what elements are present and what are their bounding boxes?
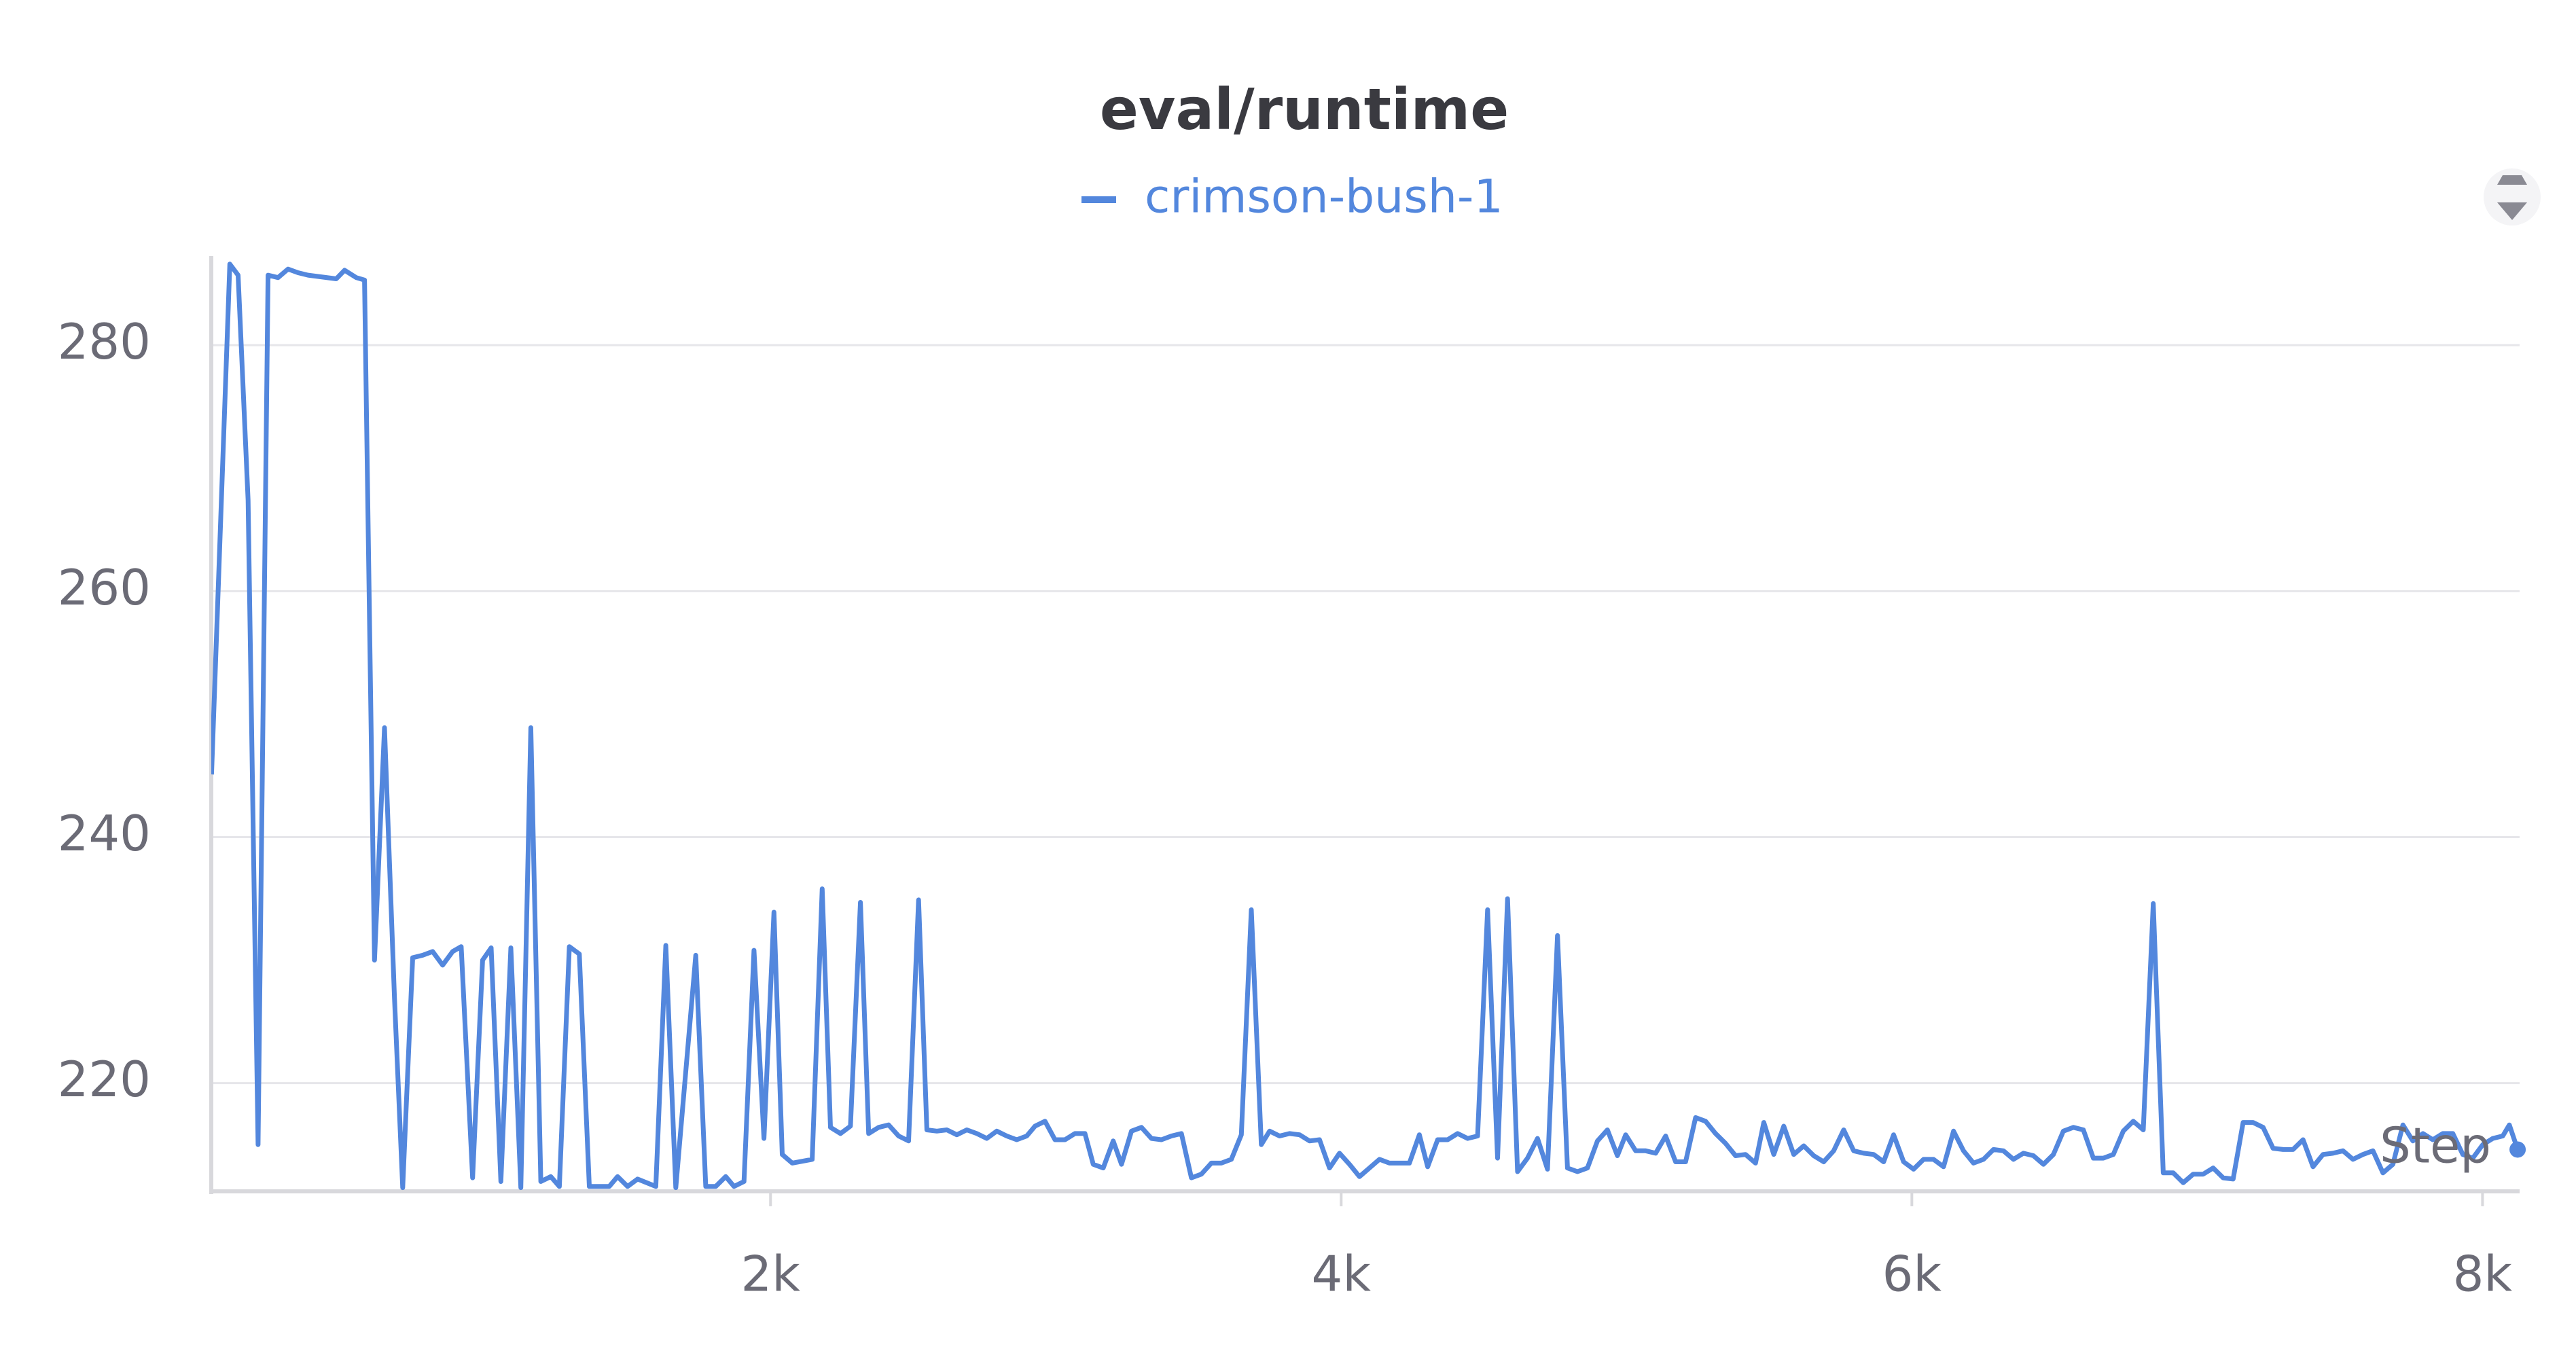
x-tick-label: 8k bbox=[2453, 1246, 2513, 1303]
y-tick-label: 220 bbox=[58, 1051, 151, 1108]
icon-up bbox=[2497, 175, 2527, 185]
y-tick-label: 260 bbox=[58, 559, 151, 616]
x-tick-label: 4k bbox=[1312, 1246, 1372, 1303]
x-tick-label: 2k bbox=[740, 1246, 800, 1303]
last-point bbox=[2509, 1141, 2526, 1158]
y-tick-label: 240 bbox=[58, 805, 151, 862]
legend-label: crimson-bush-1 bbox=[1145, 170, 1503, 224]
chart-title: eval/runtime bbox=[1100, 76, 1509, 143]
y-tick-label: 280 bbox=[58, 313, 151, 370]
panel-menu-icon[interactable] bbox=[2484, 168, 2541, 226]
x-tick-label: 6k bbox=[1882, 1246, 1942, 1303]
series-line bbox=[211, 261, 2520, 1191]
icon-background bbox=[2484, 168, 2541, 226]
icon-down bbox=[2497, 202, 2527, 220]
x-axis-label: Step bbox=[2380, 1117, 2491, 1174]
